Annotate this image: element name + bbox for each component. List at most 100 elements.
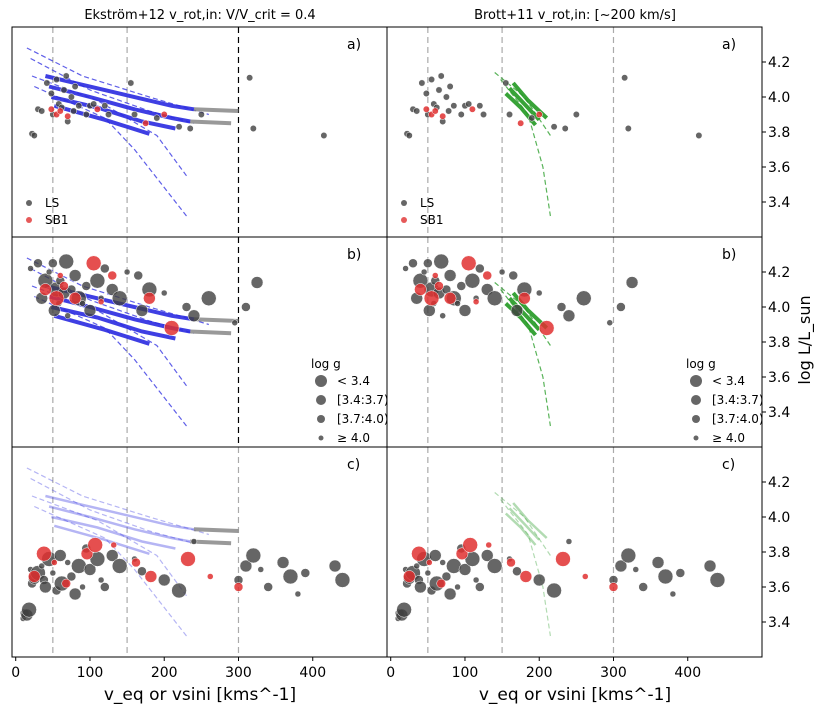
- point-ls: [535, 289, 543, 297]
- point-ls: [450, 102, 458, 110]
- point-sb1: [519, 570, 533, 583]
- track-bold-3: [53, 524, 150, 555]
- point-ls: [64, 559, 71, 566]
- point-ls: [39, 580, 52, 594]
- y-tick-label: 4.0: [768, 90, 790, 106]
- point-ls: [81, 281, 92, 291]
- point-sb1: [443, 292, 457, 305]
- y-tick-label: 4.2: [768, 475, 790, 491]
- point-ls: [82, 111, 90, 118]
- point-ls: [616, 302, 626, 312]
- legend-title: log g: [311, 357, 341, 371]
- point-sb1: [180, 551, 196, 567]
- point-ls: [638, 582, 648, 592]
- point-ls: [446, 83, 454, 90]
- point-sb1: [207, 573, 214, 580]
- legend-marker: [318, 435, 324, 441]
- point-ls: [439, 312, 446, 319]
- point-ls: [456, 281, 467, 291]
- point-sb1: [422, 105, 430, 113]
- point-ls: [624, 125, 632, 132]
- panel-b-left: b) log g < 3.4 [3.4:3.7) [3.7:4.0) ≥ 4.0: [11, 236, 389, 448]
- point-ls: [625, 276, 639, 289]
- point-ls: [606, 319, 614, 326]
- legend-marker: [316, 395, 326, 405]
- point-ls: [675, 568, 686, 578]
- point-sb1: [64, 112, 72, 120]
- panel-b-right: b) log g < 3.4 [3.4:3.7) [3.7:4.0) ≥ 4.0: [386, 236, 764, 448]
- legend-marker: [317, 415, 325, 423]
- x-tick-label: 300: [225, 665, 252, 681]
- point-ls: [486, 558, 503, 574]
- panel-label: a): [722, 37, 736, 53]
- point-ls: [153, 114, 161, 122]
- point-ls: [414, 580, 427, 594]
- point-ls: [443, 587, 457, 601]
- point-ls: [402, 265, 409, 272]
- y-axis-label: log L/L_sun: [795, 295, 815, 384]
- point-ls: [131, 111, 138, 118]
- point-ls: [465, 100, 473, 108]
- point-ls: [413, 562, 420, 570]
- point-sb1: [107, 270, 117, 281]
- point-ls: [508, 270, 518, 281]
- legend-label: [3.4:3.7): [337, 393, 389, 407]
- point-ls: [423, 258, 433, 268]
- point-ls: [49, 569, 57, 577]
- track-dashed-1: [500, 499, 551, 637]
- point-sb1: [403, 570, 416, 583]
- point-ls: [657, 568, 674, 585]
- point-ls: [100, 582, 110, 592]
- track-bold-2: [504, 512, 537, 546]
- point-ls: [54, 549, 67, 562]
- title-right: Brott+11 v_rot,in: [~200 km/s]: [474, 8, 676, 23]
- point-ls: [621, 74, 629, 82]
- legend-marker: [401, 200, 407, 206]
- point-ls: [58, 253, 74, 270]
- y-tick-label: 3.6: [768, 160, 790, 176]
- point-ls: [89, 273, 106, 289]
- point-ls: [241, 302, 251, 312]
- point-ls: [79, 300, 86, 307]
- point-ls: [79, 583, 86, 591]
- point-sb1: [482, 270, 492, 281]
- x-tick-label: 300: [600, 665, 627, 681]
- point-ls: [190, 538, 198, 545]
- x-tick-label: 400: [299, 665, 326, 681]
- legend-label: SB1: [45, 213, 68, 227]
- legend-marker: [690, 375, 702, 387]
- y-tick-label: 3.4: [768, 615, 790, 631]
- track-dashed-2: [31, 495, 187, 597]
- point-ls: [669, 590, 677, 598]
- track-grey-0: [193, 107, 239, 113]
- point-ls: [614, 559, 628, 573]
- point-sb1: [142, 119, 150, 127]
- track-dashed-3: [34, 295, 187, 427]
- y-tick-label: 3.6: [768, 580, 790, 596]
- point-sb1: [143, 292, 156, 305]
- track-bold-1: [508, 296, 541, 332]
- point-ls: [137, 566, 147, 576]
- point-ls: [476, 102, 484, 110]
- point-sb1: [431, 107, 439, 115]
- point-ls: [334, 572, 351, 588]
- point-sb1: [468, 105, 476, 113]
- point-sb1: [506, 557, 516, 568]
- point-ls: [441, 571, 452, 582]
- track-bold-1: [48, 84, 191, 124]
- track-bold-2: [51, 515, 176, 550]
- point-ls: [43, 79, 51, 87]
- point-ls: [53, 76, 61, 83]
- point-ls: [38, 107, 46, 115]
- point-ls: [276, 556, 290, 569]
- point-sb1: [39, 283, 52, 296]
- legend-label: LS: [420, 196, 434, 210]
- x-tick-label: 100: [77, 665, 104, 681]
- point-ls: [83, 563, 97, 576]
- track-bold-1: [48, 505, 191, 543]
- point-ls: [433, 253, 449, 270]
- point-ls: [187, 309, 201, 322]
- point-ls: [439, 559, 446, 566]
- title-left: Ekström+12 v_rot,in: V/V_crit = 0.4: [84, 8, 315, 23]
- point-sb1: [36, 546, 52, 562]
